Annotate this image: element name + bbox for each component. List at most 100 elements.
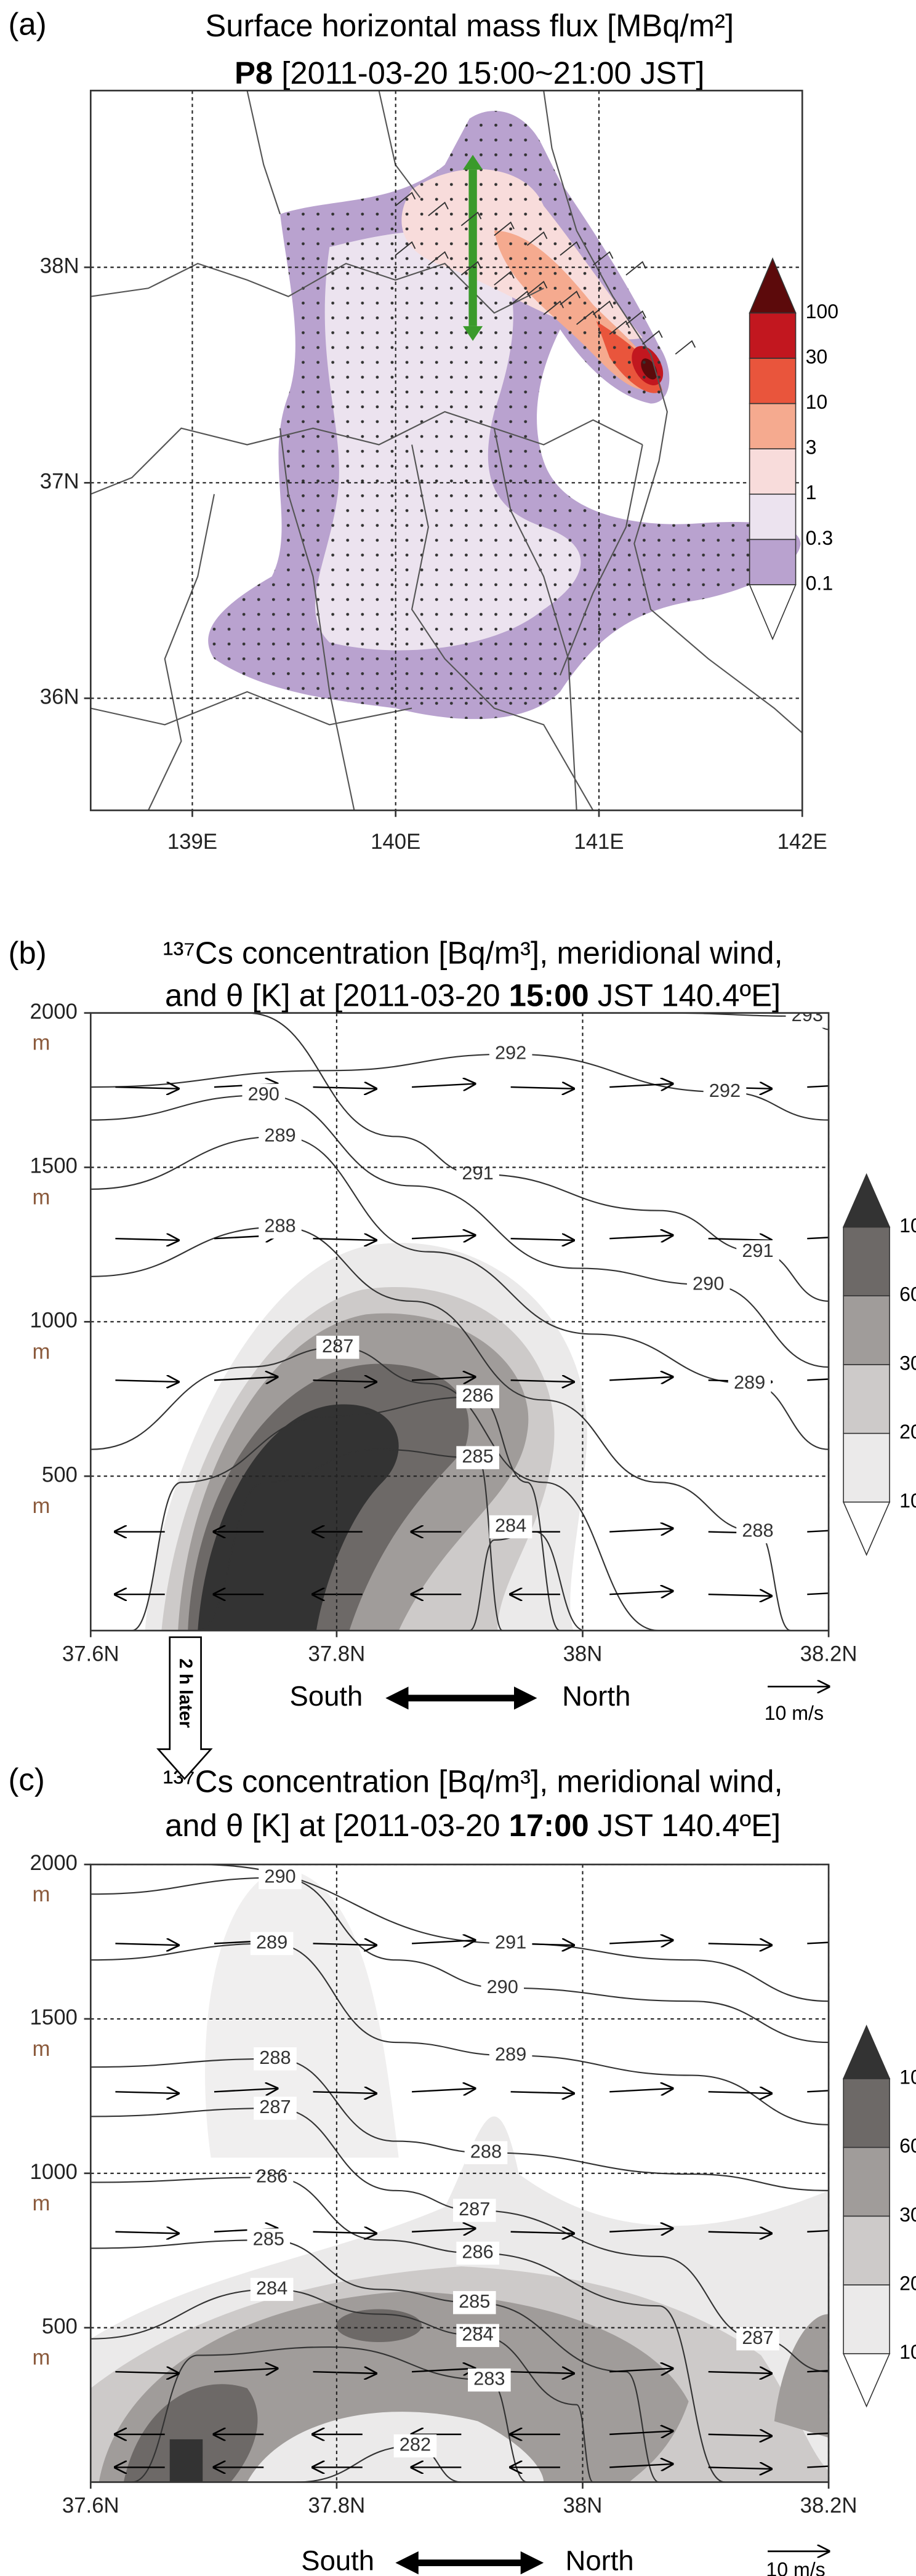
- wind-arrow: [609, 1377, 672, 1380]
- wind-arrow: [510, 2232, 574, 2234]
- y-unit-label: m: [33, 1186, 50, 1210]
- wind-barb: [428, 201, 449, 217]
- contour-label: 284: [495, 1515, 526, 1536]
- y-tick-label: 500: [42, 1463, 78, 1487]
- contour-line: [90, 1094, 829, 1368]
- chart-subtitle: and θ [K] at [2011-03-20 15:00 JST 140.4…: [165, 978, 781, 1013]
- wind-barb: [494, 221, 515, 236]
- x-tick-label: 37.8N: [308, 2494, 365, 2518]
- chart-title: Surface horizontal mass flux [MBq/m²]: [205, 8, 734, 43]
- contour-line: [90, 2058, 829, 2191]
- contour-line: [90, 1943, 829, 2125]
- contour-line: [90, 2177, 725, 2482]
- plot-frame: [89, 1012, 830, 1632]
- wind-barb: [592, 251, 614, 266]
- contour-label-box: [456, 2241, 499, 2265]
- colorbar-label: 30: [899, 1352, 916, 1374]
- contour-label-box: [686, 1273, 730, 1296]
- contour-layer: 293 290 292 291 289 288 287 286 285 284 292 291 290 2…: [90, 1013, 829, 1631]
- contour-line: [90, 1346, 659, 1631]
- contour-label-box: [259, 1215, 302, 1239]
- contour-label: 288: [259, 2047, 291, 2068]
- contour-label: 283: [473, 2368, 505, 2389]
- colorbar-box: [749, 539, 797, 585]
- wind-arrow: [115, 1087, 178, 1089]
- wind-arrow: [510, 1380, 574, 1382]
- north-label: North: [562, 1680, 630, 1712]
- x-tick-label: 38.2N: [800, 1642, 858, 1666]
- colorbar-box: [843, 2215, 890, 2285]
- contour-label: 287: [742, 2327, 773, 2348]
- y-tick-label: 1000: [30, 2161, 78, 2184]
- wind-arrow: [807, 2090, 829, 2093]
- wind-arrow: [412, 2088, 475, 2092]
- colorbar-box: [843, 2078, 890, 2148]
- wind-arrow: [807, 1592, 829, 1595]
- subtitle-part: JST 140.4ºE]: [589, 978, 781, 1013]
- x-tick-label: 142E: [777, 830, 827, 854]
- reference-label: 10 m/s: [766, 2558, 825, 2576]
- chart-subtitle: and θ [K] at [2011-03-20 17:00 JST 140.4…: [165, 1808, 781, 1844]
- colorbar-label: 20: [899, 1421, 916, 1443]
- shade-60: [335, 2309, 422, 2343]
- contour-label-box: [250, 1932, 294, 1956]
- contour-label-box: [785, 1013, 829, 1028]
- y-unit-label: m: [33, 1495, 50, 1518]
- contour-label: 287: [322, 1335, 353, 1357]
- contour-label: 289: [734, 1371, 765, 1393]
- contour-label: 285: [459, 2290, 490, 2312]
- wind-arrow: [609, 2228, 672, 2231]
- colorbar-label: 10: [899, 2341, 916, 2363]
- wind-arrow: [510, 2372, 574, 2373]
- contour-line: [90, 1877, 829, 2044]
- wind-arrow: [609, 2369, 672, 2372]
- wind-arrow: [510, 1087, 574, 1089]
- wind-arrow: [609, 2431, 672, 2434]
- x-tick-label: 141E: [574, 830, 624, 854]
- contour-label-box: [254, 2097, 297, 2120]
- wind-arrow: [214, 2088, 277, 2092]
- contour-label-box: [481, 1976, 524, 2000]
- colorbar-label: 100: [899, 1214, 916, 1237]
- contour-label: 291: [742, 1240, 773, 1261]
- colorbar-label: 100: [899, 2066, 916, 2088]
- wind-arrow: [807, 1085, 829, 1088]
- subtitle-part: and θ [K] at [2011-03-20: [165, 1808, 509, 1844]
- x-tick-label: 38.2N: [800, 2494, 858, 2518]
- colorbar-box: [843, 1295, 890, 1365]
- wind-barb: [560, 291, 581, 305]
- wind-arrow: [115, 2372, 178, 2373]
- y-tick-label: 2000: [30, 1852, 78, 1875]
- wind-arrow: [313, 1087, 376, 1089]
- contour-label: 287: [259, 2096, 291, 2117]
- contour-label-box: [728, 1371, 771, 1395]
- colorbar-extend: [842, 1173, 891, 1228]
- contour-label: 289: [256, 1932, 287, 1953]
- prefecture-border: [90, 90, 643, 811]
- wind-barb: [395, 191, 416, 207]
- y-tick-label: 1000: [30, 1309, 78, 1333]
- wind-arrow: [115, 2232, 178, 2234]
- subtitle-part: JST 140.4ºE]: [589, 1808, 781, 1844]
- contour-label: 285: [253, 2228, 284, 2249]
- contour-label: 291: [462, 1162, 493, 1184]
- shade-60: [123, 2384, 258, 2482]
- colorbar-box: [749, 358, 797, 404]
- wind-arrow: [214, 2369, 277, 2372]
- contour-label-box: [259, 1866, 302, 1890]
- south-label: South: [301, 2545, 374, 2576]
- wind-arrow: [807, 1237, 829, 1240]
- shade-100: [198, 1404, 399, 1631]
- wind-arrow: [708, 1594, 771, 1596]
- colorbar-box: [843, 2146, 890, 2217]
- wind-arrow: [313, 1238, 376, 1240]
- y-tick-label: 37N: [40, 470, 79, 494]
- contour-label-box: [703, 1080, 747, 1104]
- colorbar-box: [749, 448, 797, 495]
- colorbar-extend: [842, 2024, 891, 2079]
- wind-barb: [526, 231, 548, 246]
- subtitle-part: P8: [235, 56, 273, 91]
- wind-barb: [625, 310, 646, 325]
- contour-label: 289: [264, 1124, 295, 1146]
- contour-label: 290: [693, 1272, 724, 1294]
